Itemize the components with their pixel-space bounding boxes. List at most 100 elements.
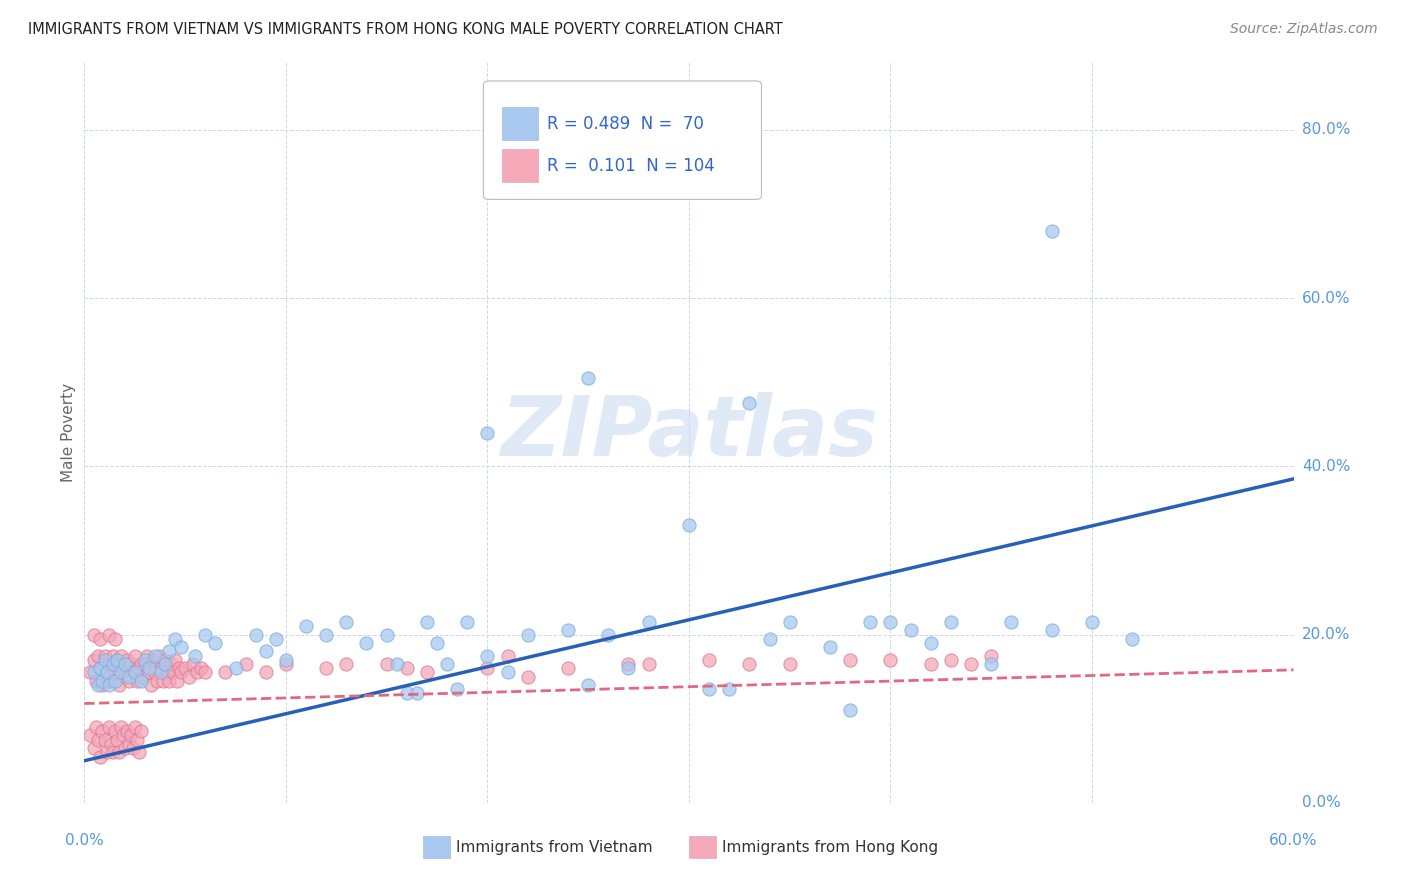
Point: [134, 657, 156, 671]
Point: [446, 682, 468, 697]
Point: [167, 661, 190, 675]
Point: [115, 724, 138, 739]
Point: [157, 644, 180, 658]
Point: [557, 661, 579, 675]
Point: [697, 653, 720, 667]
Point: [139, 678, 162, 692]
Point: [148, 648, 170, 663]
Point: [91, 724, 114, 739]
Point: [114, 670, 136, 684]
Point: [174, 661, 197, 675]
Point: [104, 724, 127, 739]
Point: [111, 729, 134, 743]
Point: [128, 661, 150, 675]
Point: [97, 657, 120, 671]
Point: [104, 673, 127, 688]
Point: [406, 686, 429, 700]
FancyBboxPatch shape: [484, 81, 762, 200]
Point: [335, 615, 357, 629]
Point: [105, 732, 128, 747]
Text: 60.0%: 60.0%: [1302, 291, 1350, 305]
Point: [920, 636, 942, 650]
Point: [121, 741, 143, 756]
Point: [738, 396, 761, 410]
Point: [87, 678, 110, 692]
Point: [79, 665, 101, 680]
Point: [960, 657, 983, 671]
Point: [120, 657, 142, 671]
Point: [939, 615, 962, 629]
Point: [83, 741, 105, 756]
Point: [115, 653, 138, 667]
Point: [758, 632, 780, 646]
Point: [879, 653, 901, 667]
Point: [557, 624, 579, 638]
Point: [165, 632, 187, 646]
Point: [143, 665, 166, 680]
Point: [1040, 624, 1063, 638]
Point: [153, 653, 176, 667]
Point: [134, 653, 156, 667]
Point: [89, 661, 111, 675]
Point: [576, 678, 599, 692]
Point: [718, 682, 741, 697]
Point: [496, 665, 519, 680]
Point: [93, 653, 115, 667]
Point: [118, 673, 141, 688]
Point: [170, 640, 193, 655]
Point: [142, 653, 165, 667]
Point: [181, 657, 204, 671]
Text: ZIPatlas: ZIPatlas: [501, 392, 877, 473]
Point: [124, 665, 146, 680]
Point: [204, 636, 226, 650]
Point: [456, 615, 478, 629]
Point: [170, 665, 193, 680]
Text: 60.0%: 60.0%: [1270, 833, 1317, 848]
Point: [980, 648, 1002, 663]
Point: [179, 670, 201, 684]
Point: [124, 720, 146, 734]
Point: [107, 745, 129, 759]
Point: [375, 627, 398, 641]
Point: [135, 648, 157, 663]
Text: 0.0%: 0.0%: [65, 833, 104, 848]
Point: [295, 619, 318, 633]
Point: [637, 657, 659, 671]
Point: [416, 665, 439, 680]
Text: Immigrants from Hong Kong: Immigrants from Hong Kong: [721, 839, 938, 855]
Point: [160, 657, 183, 671]
Point: [617, 657, 640, 671]
Point: [100, 673, 122, 688]
Point: [1121, 632, 1143, 646]
Point: [818, 640, 841, 655]
Point: [697, 682, 720, 697]
Point: [96, 665, 118, 680]
Point: [214, 665, 236, 680]
Point: [101, 745, 124, 759]
Point: [839, 703, 862, 717]
Point: [879, 615, 901, 629]
Point: [89, 632, 111, 646]
Text: R =  0.101  N = 104: R = 0.101 N = 104: [547, 157, 716, 175]
Point: [516, 627, 538, 641]
Bar: [689, 836, 716, 858]
Point: [83, 627, 105, 641]
Point: [93, 732, 115, 747]
Point: [264, 632, 287, 646]
Point: [194, 665, 217, 680]
Text: IMMIGRANTS FROM VIETNAM VS IMMIGRANTS FROM HONG KONG MALE POVERTY CORRELATION CH: IMMIGRANTS FROM VIETNAM VS IMMIGRANTS FR…: [28, 22, 783, 37]
Point: [157, 673, 180, 688]
Point: [980, 657, 1002, 671]
Point: [235, 657, 257, 671]
Point: [254, 665, 277, 680]
Point: [315, 627, 337, 641]
Point: [426, 636, 449, 650]
Point: [138, 661, 160, 675]
Text: 20.0%: 20.0%: [1302, 627, 1350, 642]
Point: [143, 648, 166, 663]
Point: [496, 648, 519, 663]
Point: [86, 673, 108, 688]
Point: [315, 661, 337, 675]
Point: [96, 745, 118, 759]
Point: [111, 661, 134, 675]
